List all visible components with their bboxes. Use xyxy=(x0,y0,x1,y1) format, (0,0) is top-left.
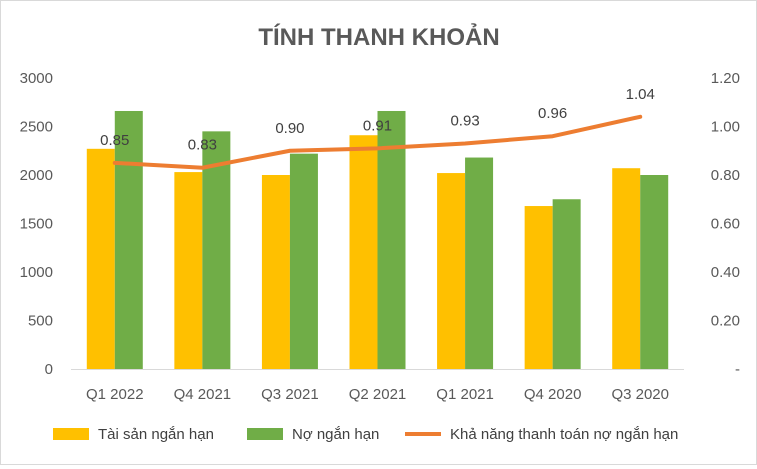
legend-swatch-no-ngan-han xyxy=(247,428,283,440)
data-label-2: 0.90 xyxy=(275,120,304,137)
x-tick-6: Q3 2020 xyxy=(611,386,669,403)
bar-no-ngan-han-4 xyxy=(465,157,494,369)
y2-tick-2: 0.40 xyxy=(711,264,740,281)
bar-no-ngan-han-6 xyxy=(640,175,669,369)
x-tick-5: Q4 2020 xyxy=(524,386,582,403)
bar-tai-san-ngan-han-6 xyxy=(612,168,641,369)
x-tick-1: Q4 2021 xyxy=(174,386,232,403)
bar-no-ngan-han-2 xyxy=(289,153,318,369)
x-tick-3: Q2 2021 xyxy=(349,386,407,403)
bar-tai-san-ngan-han-1 xyxy=(174,172,203,369)
left-axis: 0 500 1000 1500 2000 2500 3000 xyxy=(20,70,53,378)
bar-no-ngan-han-3 xyxy=(377,110,406,369)
y-tick-6: 3000 xyxy=(20,70,53,87)
y-tick-1: 500 xyxy=(28,313,53,330)
y2-tick-5: 1.00 xyxy=(711,119,740,136)
bar-no-ngan-han-5 xyxy=(552,199,581,369)
y-tick-0: 0 xyxy=(45,361,53,378)
bar-tai-san-ngan-han-0 xyxy=(86,148,115,369)
legend-label-kha-nang-thanh-toan: Khả năng thanh toán nợ ngắn hạn xyxy=(450,426,678,443)
x-tick-4: Q1 2021 xyxy=(436,386,494,403)
x-tick-2: Q3 2021 xyxy=(261,386,319,403)
bar-tai-san-ngan-han-4 xyxy=(437,173,466,369)
legend-label-tai-san-ngan-han: Tài sản ngắn hạn xyxy=(98,426,214,443)
y-tick-5: 2500 xyxy=(20,119,53,136)
y-tick-3: 1500 xyxy=(20,216,53,233)
data-label-0: 0.85 xyxy=(100,132,129,149)
y-tick-4: 2000 xyxy=(20,167,53,184)
chart-title: TÍNH THANH KHOẢN xyxy=(258,22,499,51)
y2-tick-1: 0.20 xyxy=(711,313,740,330)
line-kha-nang-thanh-toan xyxy=(112,114,643,170)
x-axis: Q1 2022 Q4 2021 Q3 2021 Q2 2021 Q1 2021 Q4 20… xyxy=(71,369,684,403)
bar-no-ngan-han-0 xyxy=(114,110,143,369)
bar-tai-san-ngan-han-5 xyxy=(524,206,553,369)
legend-label-no-ngan-han: Nợ ngắn hạn xyxy=(292,426,379,443)
y-tick-2: 1000 xyxy=(20,264,53,281)
bar-no-ngan-han-1 xyxy=(202,131,231,369)
data-label-3: 0.91 xyxy=(363,117,392,134)
data-label-4: 0.93 xyxy=(450,112,479,129)
y2-tick-3: 0.60 xyxy=(711,216,740,233)
y2-tick-4: 0.80 xyxy=(711,167,740,184)
data-label-6: 1.04 xyxy=(626,86,655,103)
bars-layer xyxy=(86,110,669,369)
right-axis: - 0.20 0.40 0.60 0.80 1.00 1.20 xyxy=(711,70,740,378)
y2-tick-0: - xyxy=(735,361,740,378)
line-layer: 0.85 0.83 0.90 0.91 0.93 0.96 1.04 xyxy=(100,86,655,170)
legend-swatch-tai-san-ngan-han xyxy=(53,428,89,440)
data-label-1: 0.83 xyxy=(188,137,217,154)
bar-tai-san-ngan-han-2 xyxy=(261,175,290,369)
x-tick-0: Q1 2022 xyxy=(86,386,144,403)
y2-tick-6: 1.20 xyxy=(711,70,740,87)
data-label-5: 0.96 xyxy=(538,105,567,122)
bar-tai-san-ngan-han-3 xyxy=(349,135,378,369)
legend: Tài sản ngắn hạn Nợ ngắn hạn Khả năng than… xyxy=(53,426,678,443)
